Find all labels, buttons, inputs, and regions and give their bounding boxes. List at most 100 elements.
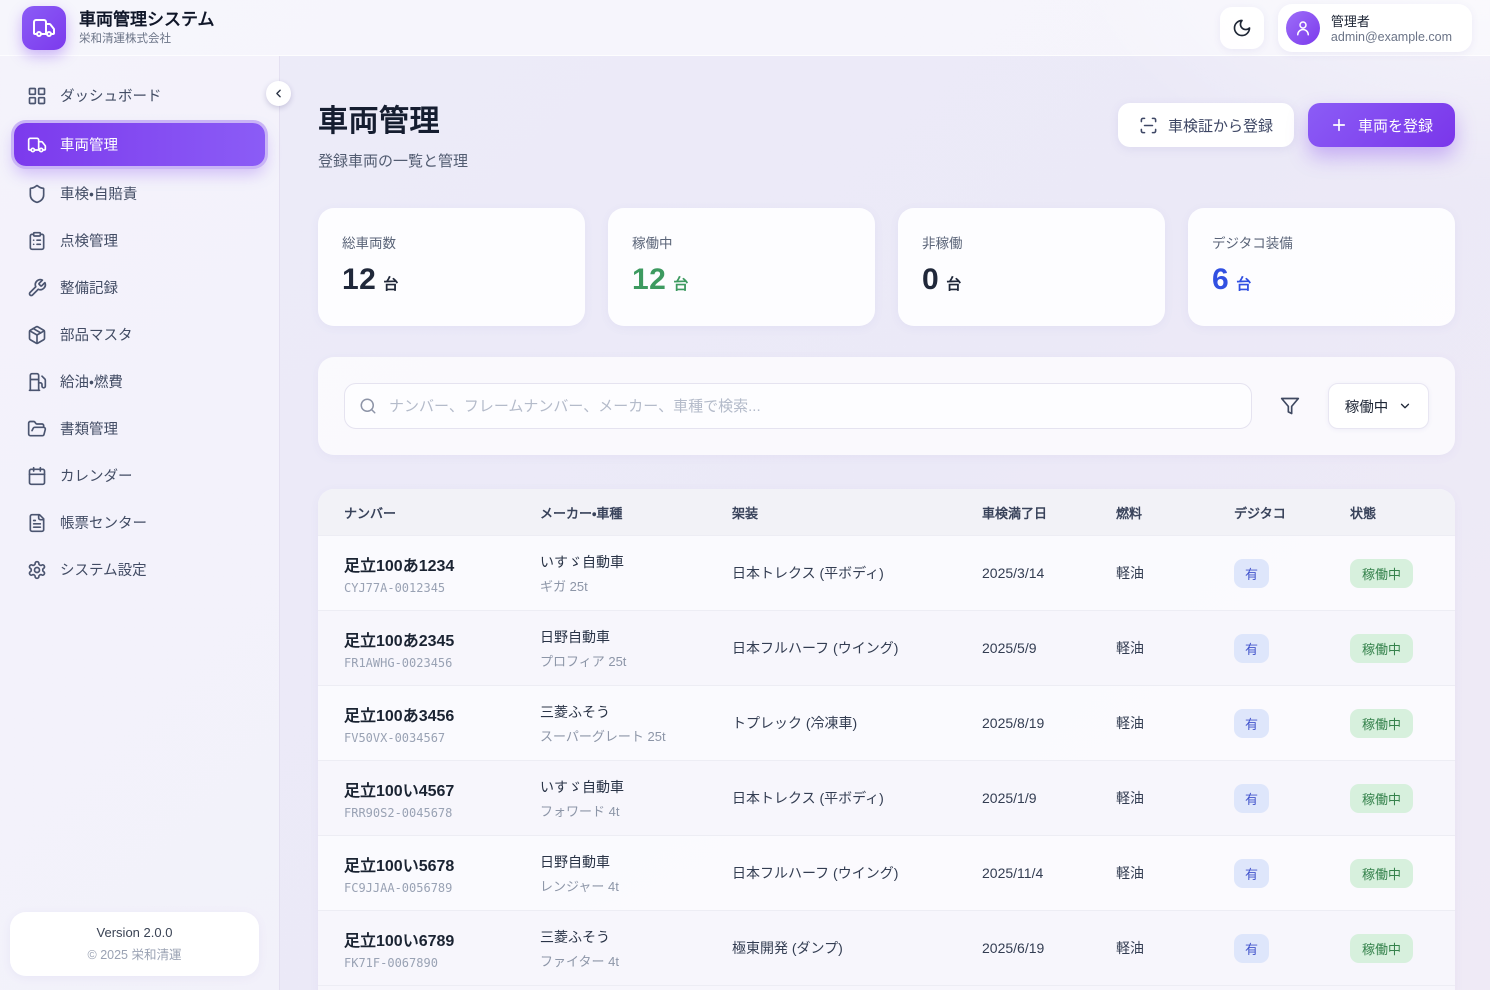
stat-card-total: 総車両数 12 台 — [318, 208, 585, 326]
status-filter-select[interactable]: 稼働中 — [1328, 383, 1429, 429]
vehicle-table: ナンバー メーカー・車種 架装 車検満了日 燃料 デジタコ 状態 足立100あ1… — [318, 489, 1455, 990]
column-header-maker: メーカー・車種 — [540, 505, 623, 521]
add-vehicle-button[interactable]: 車両を登録 — [1307, 103, 1455, 147]
status-badge: 稼働中 — [1350, 633, 1414, 663]
sidebar-item-label: ダッシュボード — [60, 89, 162, 105]
column-header-expiry: 車検満了日 — [982, 505, 1048, 521]
page-actions: 車検証から登録 車両を登録 — [1117, 103, 1455, 147]
digitaco-cell: 有 — [1234, 783, 1350, 813]
table-row[interactable]: 足立100い5678 FC9JJAA-0056789 日野自動車 レンジャー 4t … — [318, 835, 1455, 910]
user-name: 管理者 — [1330, 14, 1370, 29]
digitaco-cell: 有 — [1234, 708, 1350, 738]
app-header: 車両管理システム 栄和清運株式会社 管理者 admin@example.com — [0, 0, 1490, 56]
maker-cell: 三菱ふそう ファイター 4t — [540, 928, 619, 969]
status-cell: 稼働中 — [1350, 633, 1455, 663]
plus-icon — [1330, 116, 1348, 134]
status-cell: 稼働中 — [1350, 783, 1455, 813]
sidebar: ダッシュボード 車両管理 車検・自賠責 点検管理 整備記録 部品マスタ 給油 — [0, 56, 280, 990]
company-name: 栄和清運株式会社 — [79, 33, 171, 46]
fuel-cell: 軽油 — [1116, 940, 1144, 956]
sidebar-item-parts[interactable]: 部品マスタ — [14, 315, 265, 354]
sidebar-item-inspection-insurance[interactable]: 車検・自賠責 — [14, 174, 265, 213]
plate-cell: 足立100あ2345 FR1AWHG-0023456 — [344, 632, 455, 670]
digitaco-badge: 有 — [1234, 708, 1270, 738]
user-info: 管理者 admin@example.com — [1331, 11, 1452, 44]
sidebar-item-maintenance[interactable]: 整備記録 — [14, 268, 265, 307]
table-row[interactable]: 足立100あ1234 CYJ77A-0012345 いすゞ自動車 ギガ 25t 日本… — [318, 535, 1455, 610]
search-input[interactable] — [344, 383, 1252, 429]
stat-card-active: 稼働中 12 台 — [608, 208, 875, 326]
expiry-cell: 2025/8/19 — [982, 715, 1045, 731]
sidebar-item-documents[interactable]: 書類管理 — [14, 409, 265, 448]
status-badge: 稼働中 — [1350, 558, 1414, 588]
sidebar-item-inspection-mgmt[interactable]: 点検管理 — [14, 221, 265, 260]
status-cell: 稼働中 — [1350, 933, 1455, 963]
chevron-down-icon — [1398, 399, 1412, 413]
fuel-cell: 軽油 — [1116, 565, 1144, 581]
gear-icon — [27, 560, 47, 580]
fuel-cell: 軽油 — [1116, 715, 1144, 731]
body-cell: 日本トレクス (平ボディ) — [732, 565, 884, 581]
sidebar-item-dashboard[interactable]: ダッシュボード — [14, 76, 265, 115]
page-head: 車両管理 登録車両の一覧と管理 車検証から登録 車両を登録 — [318, 96, 1455, 171]
user-menu[interactable]: 管理者 admin@example.com — [1277, 3, 1472, 52]
table-header: ナンバー メーカー・車種 架装 車検満了日 燃料 デジタコ 状態 — [318, 489, 1455, 535]
maker-cell: 日野自動車 プロフィア 25t — [540, 628, 627, 669]
table-row[interactable]: 足立100い6789 FK71F-0067890 三菱ふそう ファイター 4t 極東… — [318, 910, 1455, 985]
body-cell: トプレック (冷凍車) — [732, 715, 858, 731]
sidebar-item-label: 部品マスタ — [60, 328, 133, 344]
plate-cell: 足立100い6789 FK71F-0067890 — [344, 932, 455, 970]
version-text: Version 2.0.0 — [96, 925, 173, 940]
status-badge: 稼働中 — [1350, 783, 1414, 813]
chevron-left-icon — [272, 87, 285, 100]
page-subtitle: 登録車両の一覧と管理 — [318, 153, 469, 170]
search-icon — [359, 397, 377, 415]
status-badge: 稼働中 — [1350, 708, 1414, 738]
dark-mode-toggle[interactable] — [1219, 6, 1264, 49]
sidebar-item-calendar[interactable]: カレンダー — [14, 456, 265, 495]
sidebar-item-label: 整備記録 — [60, 281, 118, 297]
plate-cell: 足立100あ3456 FV50VX-0034567 — [344, 707, 455, 745]
package-icon — [27, 325, 47, 345]
table-row[interactable]: 足立100い4567 FRR90S2-0045678 いすゞ自動車 フォワード 4t… — [318, 760, 1455, 835]
shield-icon — [27, 184, 47, 204]
dashboard-icon — [27, 86, 47, 106]
sidebar-collapse-button[interactable] — [266, 81, 291, 106]
sidebar-item-vehicles[interactable]: 車両管理 — [14, 123, 265, 166]
sidebar-item-fuel[interactable]: 給油・燃費 — [14, 362, 265, 401]
moon-icon — [1232, 18, 1252, 38]
user-email: admin@example.com — [1330, 30, 1452, 44]
expiry-cell: 2025/11/4 — [982, 865, 1044, 881]
copyright-text: © 2025 栄和清運 — [87, 948, 182, 962]
app-title: 車両管理システム — [79, 9, 215, 29]
register-from-cert-button[interactable]: 車検証から登録 — [1117, 103, 1294, 147]
table-row[interactable]: 足立100あ3456 FV50VX-0034567 三菱ふそう スーパーグレート 2… — [318, 685, 1455, 760]
table-row[interactable]: 足立100あ2345 FR1AWHG-0023456 日野自動車 プロフィア 25t… — [318, 610, 1455, 685]
sidebar-item-label: 点検管理 — [60, 234, 118, 250]
filter-icon[interactable] — [1276, 392, 1304, 420]
add-vehicle-label: 車両を登録 — [1357, 117, 1433, 135]
maker-cell: 三菱ふそう スーパーグレート 25t — [540, 703, 666, 744]
scan-icon — [1139, 116, 1158, 135]
sidebar-item-label: カレンダー — [60, 469, 133, 485]
digitaco-badge: 有 — [1234, 933, 1270, 963]
clipboard-icon — [27, 231, 47, 251]
column-header-digitaco: デジタコ — [1234, 505, 1286, 521]
digitaco-cell: 有 — [1234, 933, 1350, 963]
digitaco-badge: 有 — [1234, 783, 1270, 813]
user-icon — [1294, 19, 1312, 37]
stat-unit: 台 — [1236, 276, 1252, 293]
digitaco-cell: 有 — [1234, 633, 1350, 663]
wrench-icon — [27, 278, 47, 298]
header-right: 管理者 admin@example.com — [1219, 3, 1472, 52]
calendar-icon — [27, 466, 47, 486]
column-header-plate: ナンバー — [344, 505, 397, 521]
sidebar-item-reports[interactable]: 帳票センター — [14, 503, 265, 542]
fuel-cell: 軽油 — [1116, 790, 1144, 806]
sidebar-item-settings[interactable]: システム設定 — [14, 550, 265, 589]
truck-icon — [27, 135, 47, 155]
plate-cell: 足立100い5678 FC9JJAA-0056789 — [344, 857, 455, 895]
brand-text: 車両管理システム 栄和清運株式会社 — [79, 9, 215, 46]
